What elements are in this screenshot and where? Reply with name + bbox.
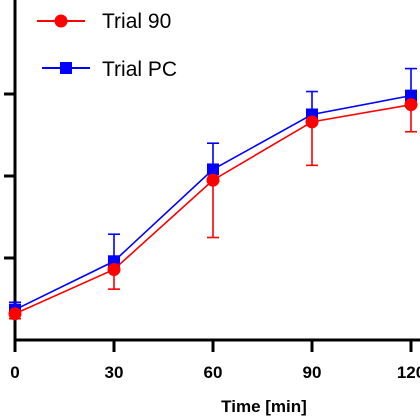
legend: Trial 90 Trial PC bbox=[37, 10, 177, 81]
series-trial-pc bbox=[9, 67, 417, 316]
series bbox=[8, 67, 418, 321]
data-point bbox=[305, 115, 319, 129]
legend-label-trial-pc: Trial PC bbox=[102, 58, 177, 81]
x-axis-title: Time [min] bbox=[221, 397, 307, 416]
legend-item-trial-pc: Trial PC bbox=[42, 58, 177, 81]
axis-ticks: 0 30 60 90 120 bbox=[4, 92, 420, 382]
data-point bbox=[8, 307, 22, 321]
x-tick-label: 60 bbox=[204, 363, 223, 382]
x-tick-label: 90 bbox=[303, 363, 322, 382]
data-point bbox=[404, 98, 418, 112]
x-tick-label: 30 bbox=[105, 363, 124, 382]
legend-item-trial-90: Trial 90 bbox=[37, 10, 171, 33]
data-point bbox=[405, 89, 417, 102]
legend-label-trial-90: Trial 90 bbox=[102, 10, 171, 33]
series-trial-90 bbox=[8, 98, 418, 321]
legend-marker-trial-90 bbox=[54, 14, 68, 28]
x-tick-label: 0 bbox=[10, 363, 19, 382]
axes bbox=[13, 0, 420, 342]
data-point bbox=[107, 262, 121, 276]
legend-marker-trial-pc bbox=[60, 62, 72, 74]
data-point bbox=[206, 173, 220, 187]
data-point bbox=[207, 163, 219, 176]
x-tick-label: 120 bbox=[397, 363, 420, 382]
